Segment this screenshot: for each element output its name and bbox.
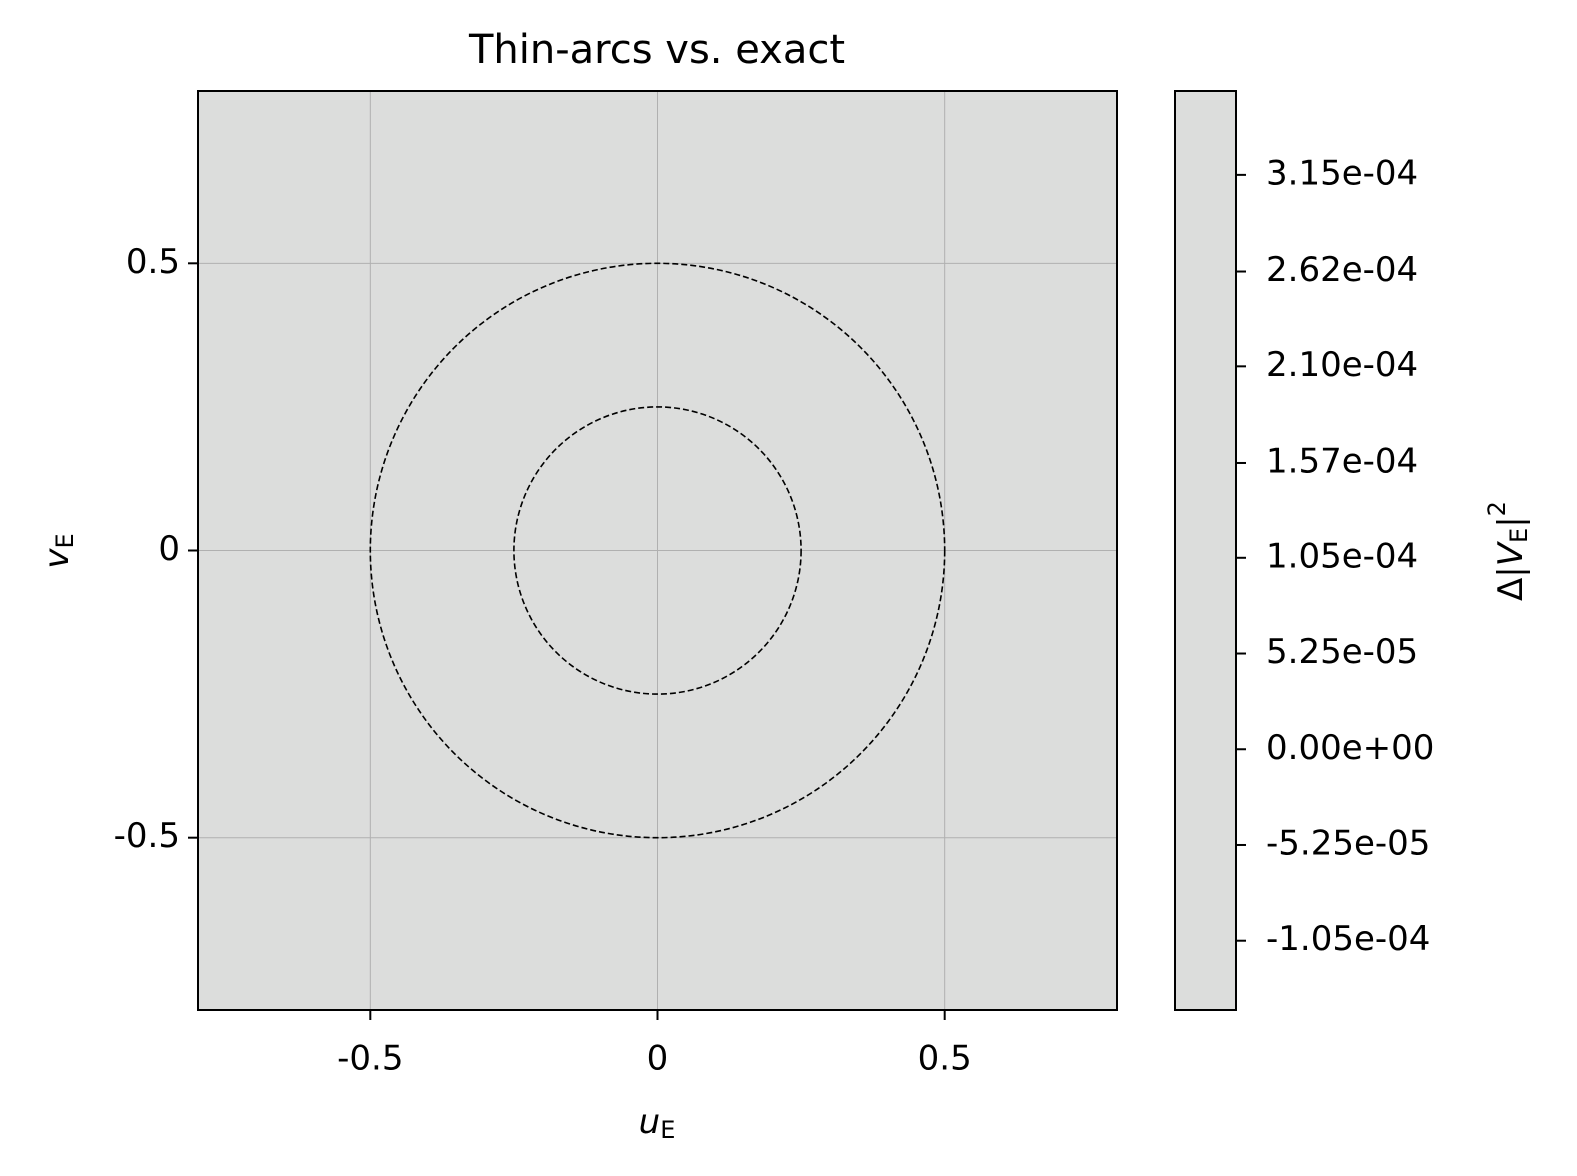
reference-circle xyxy=(369,262,946,839)
colorbar-tick-label: -5.25e-05 xyxy=(1266,823,1430,863)
y-tick-label: -0.5 xyxy=(114,816,180,856)
colorbar-tick-label: 1.57e-04 xyxy=(1266,441,1418,481)
cb-label-sub: E xyxy=(1505,528,1533,543)
chart-title: Thin-arcs vs. exact xyxy=(468,27,845,73)
cb-label-suffix: | xyxy=(1491,516,1531,527)
reference-circle xyxy=(513,406,802,695)
colorbar-tick-label: 0.00e+00 xyxy=(1266,728,1434,768)
colorbar-tick-label: 5.25e-05 xyxy=(1266,632,1418,672)
y-axis-label: vE xyxy=(37,533,80,568)
colorbar-tick-label: 3.15e-04 xyxy=(1266,153,1418,193)
x-axis-label: uE xyxy=(639,1102,676,1145)
colorbar xyxy=(1174,90,1237,1011)
y-tick-label: 0 xyxy=(158,529,180,569)
y-tick-label: 0.5 xyxy=(126,242,180,282)
x-label-main: u xyxy=(639,1102,661,1142)
colorbar-tick-label: -1.05e-04 xyxy=(1266,919,1430,959)
colorbar-tick-label: 1.05e-04 xyxy=(1266,536,1418,576)
x-tick-label: 0.5 xyxy=(918,1039,972,1079)
x-label-sub: E xyxy=(660,1116,675,1144)
colorbar-label: Δ|VE|2 xyxy=(1483,501,1533,601)
cb-label-sup: 2 xyxy=(1483,501,1511,516)
colorbar-tick-label: 2.62e-04 xyxy=(1266,250,1418,290)
y-label-main: v xyxy=(37,548,77,569)
cb-label-main: V xyxy=(1491,540,1531,566)
cb-label-prefix: Δ| xyxy=(1491,566,1531,601)
y-label-sub: E xyxy=(51,533,79,548)
x-tick-label: 0 xyxy=(647,1039,669,1079)
x-tick-label: -0.5 xyxy=(337,1039,403,1079)
colorbar-tick-label: 2.10e-04 xyxy=(1266,345,1418,385)
